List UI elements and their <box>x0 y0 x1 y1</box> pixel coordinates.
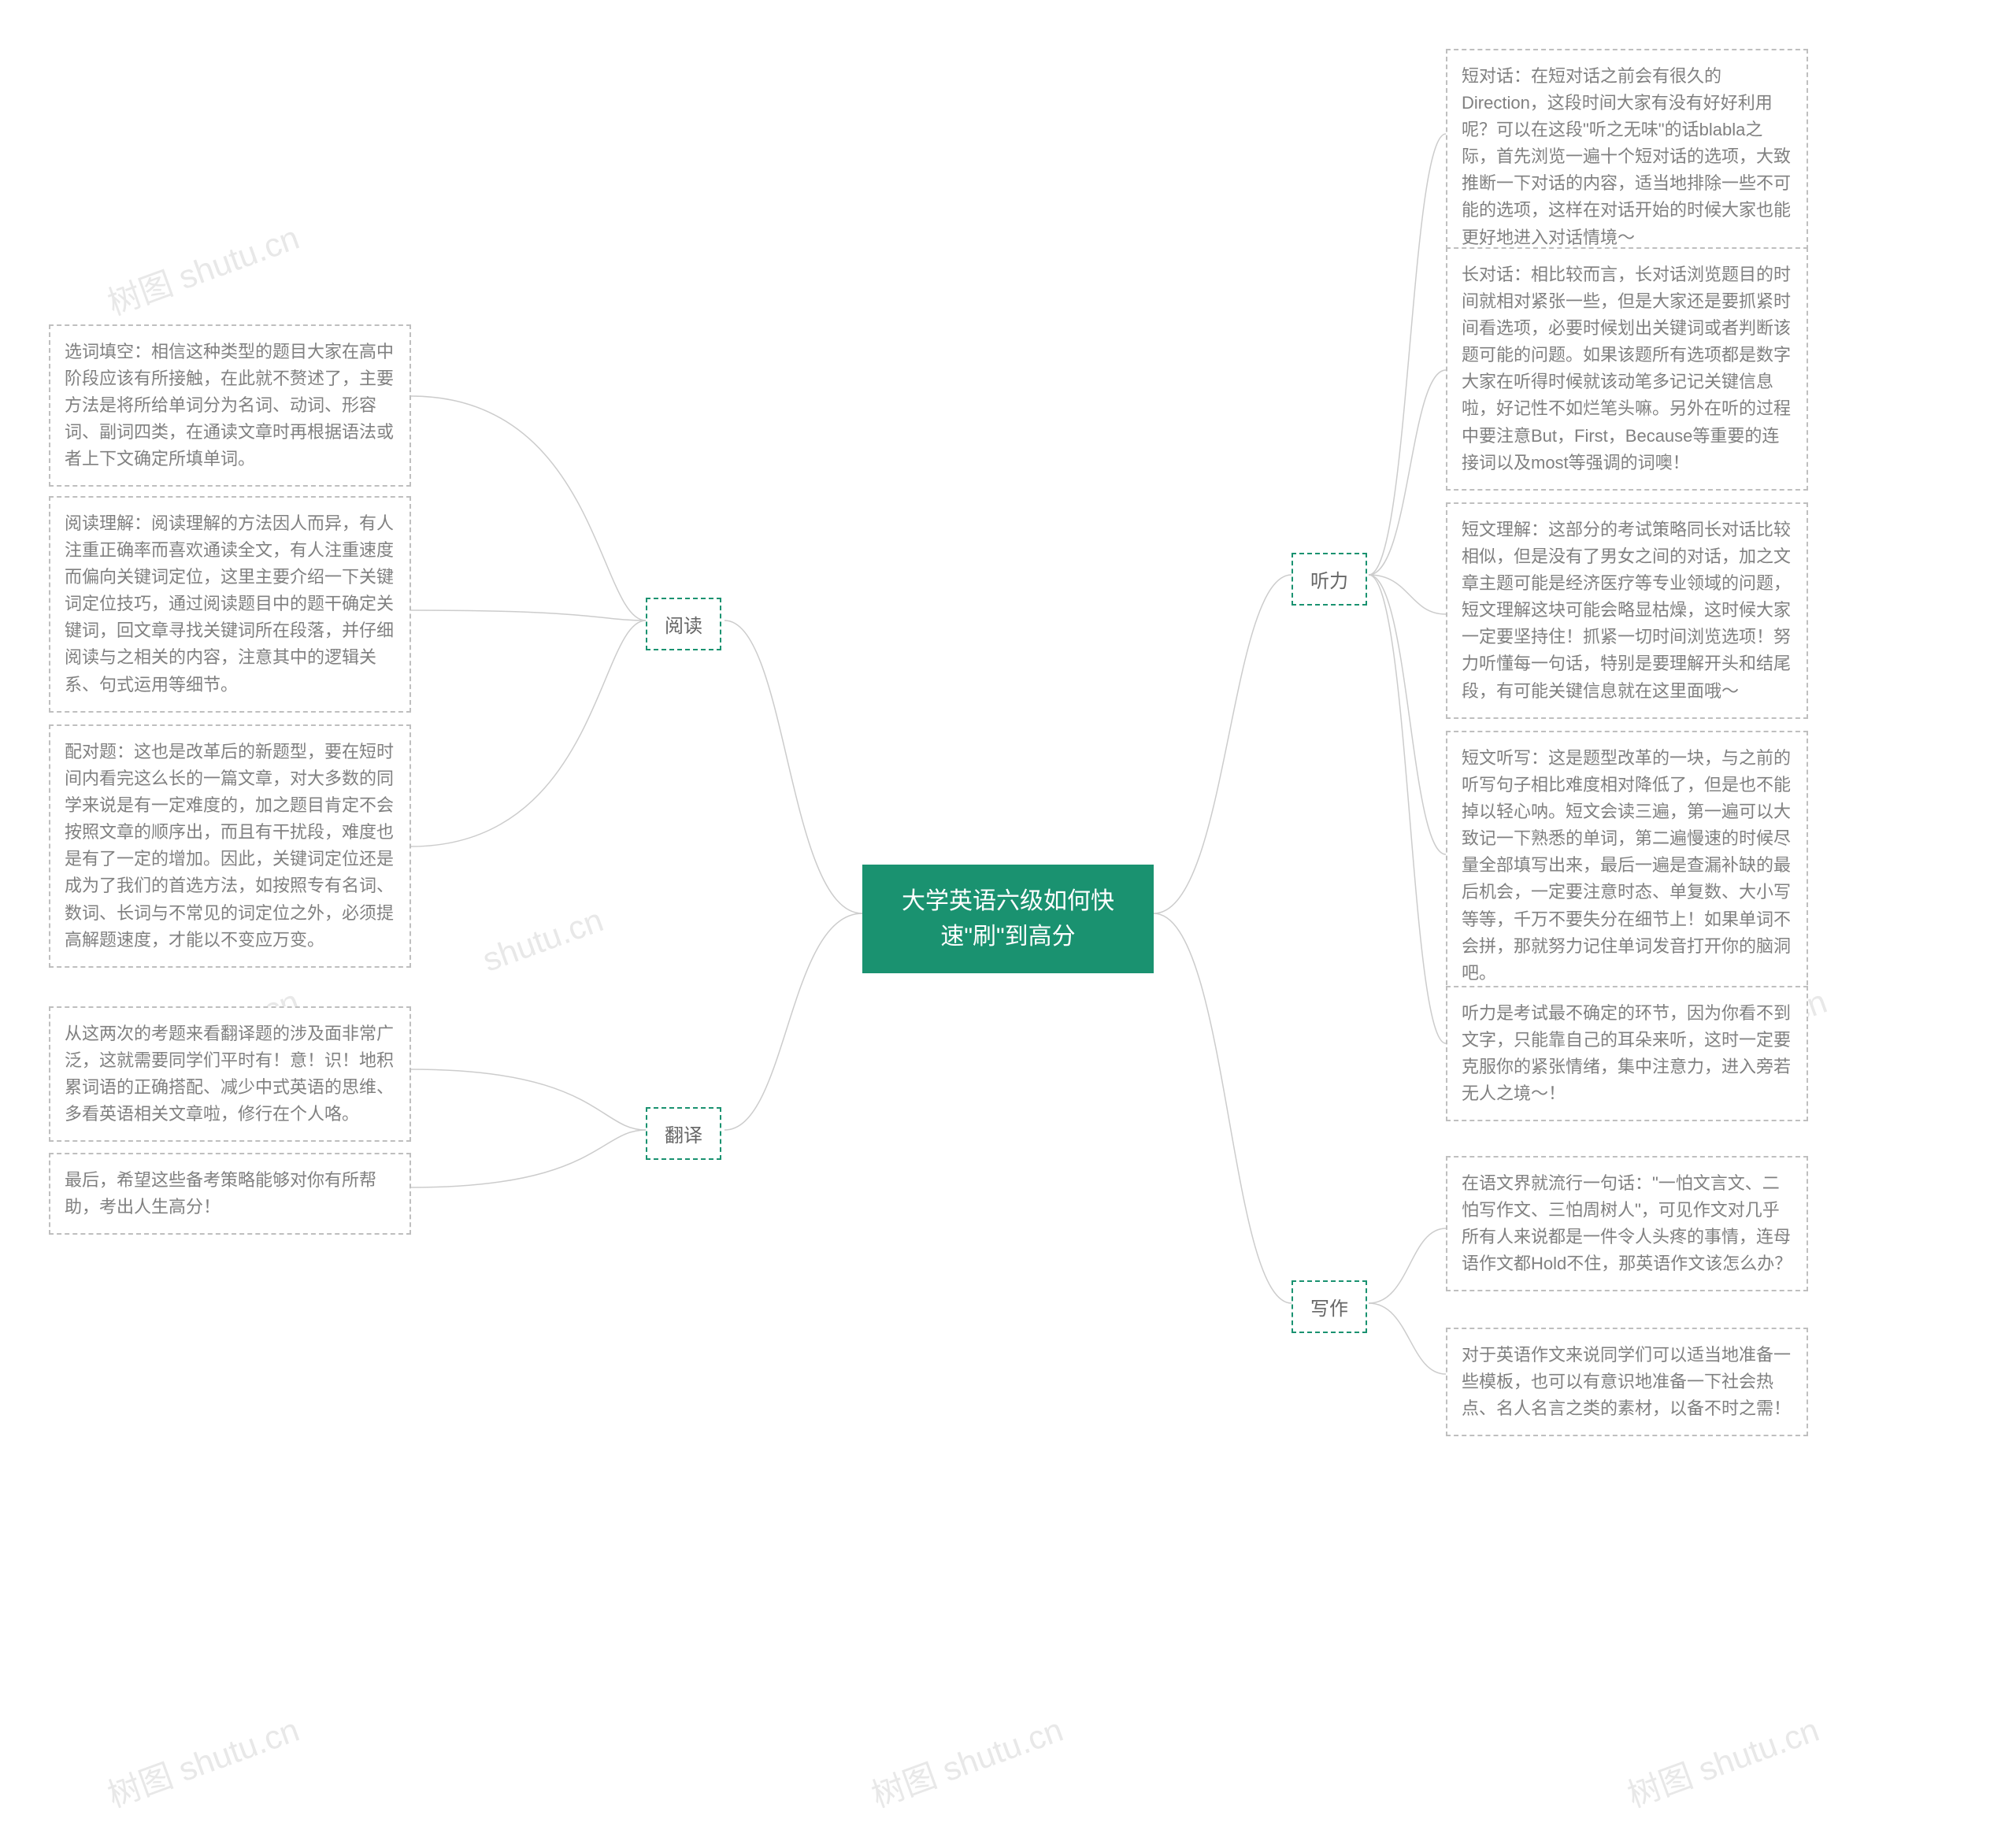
branch-translation[interactable]: 翻译 <box>646 1107 721 1160</box>
leaf-translation-closing[interactable]: 最后，希望这些备考策略能够对你有所帮助，考出人生高分！ <box>49 1153 411 1235</box>
watermark: 树图 shutu.cn <box>864 1703 1069 1817</box>
watermark: 树图 shutu.cn <box>100 211 305 324</box>
leaf-reading-matching[interactable]: 配对题：这也是改革后的新题型，要在短时间内看完这么长的一篇文章，对大多数的同学来… <box>49 724 411 968</box>
leaf-writing-intro[interactable]: 在语文界就流行一句话："一怕文言文、二怕写作文、三怕周树人"，可见作文对几乎所有… <box>1446 1156 1808 1291</box>
watermark: 树图 shutu.cn <box>100 1703 305 1817</box>
center-topic[interactable]: 大学英语六级如何快速"刷"到高分 <box>862 865 1154 973</box>
watermark: shutu.cn <box>478 901 609 979</box>
leaf-reading-cloze[interactable]: 选词填空：相信这种类型的题目大家在高中阶段应该有所接触，在此就不赘述了，主要方法… <box>49 324 411 487</box>
branch-listening[interactable]: 听力 <box>1292 553 1367 606</box>
leaf-listening-long-dialog[interactable]: 长对话：相比较而言，长对话浏览题目的时间就相对紧张一些，但是大家还是要抓紧时间看… <box>1446 247 1808 491</box>
leaf-writing-templates[interactable]: 对于英语作文来说同学们可以适当地准备一些模板，也可以有意识地准备一下社会热点、名… <box>1446 1328 1808 1436</box>
branch-reading[interactable]: 阅读 <box>646 598 721 650</box>
watermark: 树图 shutu.cn <box>1620 1703 1825 1817</box>
leaf-translation-scope[interactable]: 从这两次的考题来看翻译题的涉及面非常广泛，这就需要同学们平时有！意！识！地积累词… <box>49 1006 411 1142</box>
leaf-listening-dictation[interactable]: 短文听写：这是题型改革的一块，与之前的听写句子相比难度相对降低了，但是也不能掉以… <box>1446 731 1808 1001</box>
leaf-listening-passage[interactable]: 短文理解：这部分的考试策略同长对话比较相似，但是没有了男女之间的对话，加之文章主… <box>1446 502 1808 719</box>
branch-writing[interactable]: 写作 <box>1292 1280 1367 1333</box>
leaf-listening-short-dialog[interactable]: 短对话：在短对话之前会有很久的Direction，这段时间大家有没有好好利用呢？… <box>1446 49 1808 265</box>
leaf-listening-tips[interactable]: 听力是考试最不确定的环节，因为你看不到文字，只能靠自己的耳朵来听，这时一定要克服… <box>1446 986 1808 1121</box>
leaf-reading-comprehension[interactable]: 阅读理解：阅读理解的方法因人而异，有人注重正确率而喜欢通读全文，有人注重速度而偏… <box>49 496 411 713</box>
